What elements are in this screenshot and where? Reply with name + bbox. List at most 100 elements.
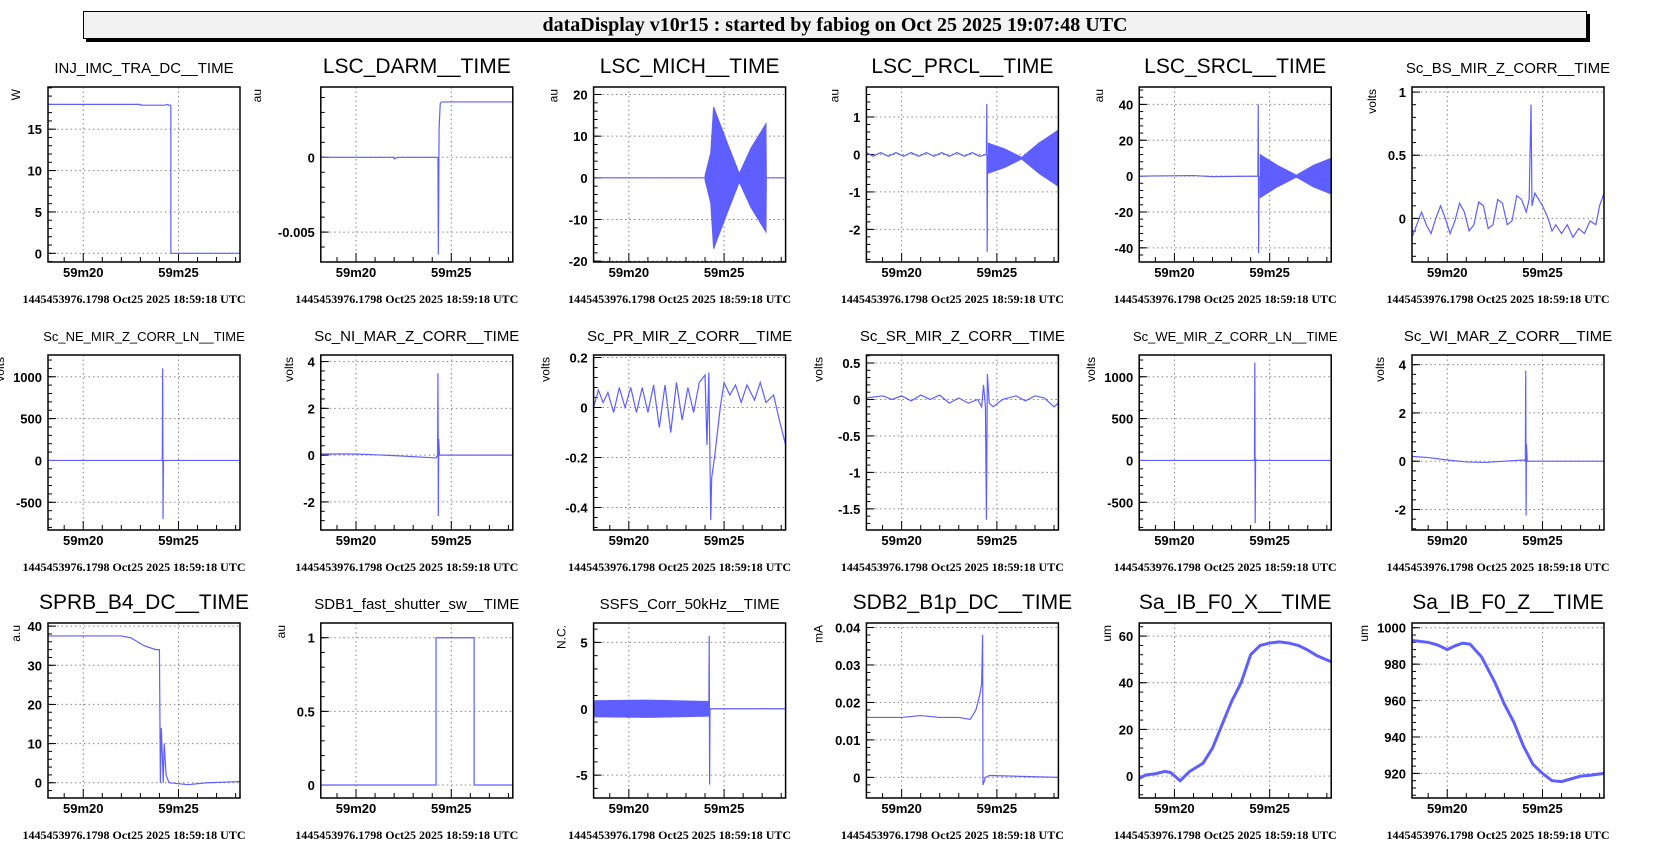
x-tick-label: 59m20 xyxy=(609,533,649,548)
y-axis-label: volts xyxy=(1373,357,1387,382)
x-tick-label: 59m20 xyxy=(881,533,921,548)
panel-sprb_b4_dc__time: SPRB_B4_DC__TIME a.u 59m20 59m25 0 10 20 30 40 14… xyxy=(9,591,249,842)
y-tick-label: -500 xyxy=(1107,495,1133,510)
timestamp-footer: 1445453976.1798 Oct25 2025 18:59:18 UTC xyxy=(1114,560,1337,574)
x-tick-label: 59m25 xyxy=(158,265,198,280)
y-tick-label: 1 xyxy=(308,631,315,646)
panel-title: INJ_IMC_TRA_DC__TIME xyxy=(54,60,233,77)
timestamp-footer: 1445453976.1798 Oct25 2025 18:59:18 UTC xyxy=(841,560,1064,574)
signal-trace xyxy=(320,101,513,255)
plot-frame xyxy=(1411,354,1605,531)
x-tick-label: 59m25 xyxy=(1522,265,1562,280)
y-axis-label: um xyxy=(1357,625,1371,642)
y-tick-label: 4 xyxy=(1399,358,1407,373)
y-tick-label: 0 xyxy=(308,448,315,463)
x-tick-label: 59m20 xyxy=(881,265,921,280)
x-tick-label: 59m25 xyxy=(1522,801,1562,816)
y-axis-label: volts xyxy=(1084,357,1098,382)
panel-title: Sc_BS_MIR_Z_CORR__TIME xyxy=(1406,60,1610,77)
y-tick-label: 20 xyxy=(28,697,42,712)
y-tick-label: -2 xyxy=(303,495,315,510)
x-tick-label: 59m20 xyxy=(1427,265,1467,280)
y-tick-label: -0.4 xyxy=(565,501,588,516)
plot-frame xyxy=(1411,622,1605,799)
panel-title: LSC_DARM__TIME xyxy=(323,55,511,78)
y-axis-label: au xyxy=(1092,89,1106,102)
y-tick-label: 0 xyxy=(853,770,860,785)
x-tick-label: 59m25 xyxy=(1249,533,1289,548)
y-axis-label: a.u xyxy=(9,625,23,642)
y-axis-label: au xyxy=(827,89,841,102)
y-tick-label: 0 xyxy=(1126,769,1133,784)
y-tick-label: 940 xyxy=(1384,730,1406,745)
y-axis-label: au xyxy=(274,625,288,638)
y-axis-label: au xyxy=(547,89,561,102)
y-tick-label: 0 xyxy=(35,776,42,791)
plot-frame xyxy=(1138,354,1332,531)
x-tick-label: 59m20 xyxy=(336,265,376,280)
x-tick-label: 59m25 xyxy=(431,533,471,548)
signal-trace xyxy=(593,372,787,521)
y-tick-label: 1 xyxy=(1399,85,1406,100)
y-tick-label: 0.5 xyxy=(1388,148,1406,163)
signal-envelope xyxy=(1259,153,1332,199)
y-tick-label: 2 xyxy=(308,401,315,416)
y-tick-label: 10 xyxy=(573,129,587,144)
y-tick-label: 500 xyxy=(20,412,42,427)
y-axis-label: volts xyxy=(282,357,296,382)
timestamp-footer: 1445453976.1798 Oct25 2025 18:59:18 UTC xyxy=(1114,828,1337,842)
signal-trace xyxy=(866,634,1059,786)
signal-trace xyxy=(866,103,989,252)
y-tick-label: 0 xyxy=(580,171,587,186)
signal-trace xyxy=(866,373,1059,520)
y-tick-label: 60 xyxy=(1119,629,1133,644)
panel-title: Sa_IB_F0_X__TIME xyxy=(1139,591,1332,614)
signal-trace xyxy=(1411,370,1604,516)
panel-title: Sc_SR_MIR_Z_CORR__TIME xyxy=(860,328,1065,345)
y-axis-label: volts xyxy=(0,357,7,382)
y-axis-label: volts xyxy=(1365,89,1379,114)
y-tick-label: 40 xyxy=(28,619,42,634)
panel-title: Sc_NI_MAR_Z_CORR__TIME xyxy=(314,328,519,345)
plot-frame xyxy=(865,86,1060,263)
plot-frame xyxy=(1138,86,1332,263)
panel-title: Sa_IB_F0_Z__TIME xyxy=(1412,591,1603,614)
y-tick-label: 0 xyxy=(1399,211,1406,226)
panel-title: Sc_PR_MIR_Z_CORR__TIME xyxy=(587,328,792,345)
y-tick-label: 5 xyxy=(580,635,587,650)
y-tick-label: 0.03 xyxy=(835,658,860,673)
y-tick-label: 1000 xyxy=(1377,621,1406,636)
y-tick-label: 0 xyxy=(1126,453,1133,468)
y-tick-label: -500 xyxy=(16,495,42,510)
y-tick-label: 0 xyxy=(308,150,315,165)
y-axis-label: mA xyxy=(811,625,825,643)
panel-title: SDB2_B1p_DC__TIME xyxy=(853,591,1072,614)
timestamp-footer: 1445453976.1798 Oct25 2025 18:59:18 UTC xyxy=(1114,292,1337,306)
x-tick-label: 59m25 xyxy=(158,801,198,816)
y-axis-label: W xyxy=(9,88,23,100)
panel-title: LSC_MICH__TIME xyxy=(600,55,780,78)
y-tick-label: 0 xyxy=(1126,169,1133,184)
y-tick-label: 10 xyxy=(28,164,42,179)
y-tick-label: 0 xyxy=(35,453,42,468)
x-tick-label: 59m20 xyxy=(1427,533,1467,548)
panel-title: SPRB_B4_DC__TIME xyxy=(39,591,249,614)
plot-frame xyxy=(47,86,241,263)
panel-title: Sc_WE_MIR_Z_CORR_LN__TIME xyxy=(1133,329,1338,344)
panel-title: Sc_WI_MAR_Z_CORR__TIME xyxy=(1404,328,1612,345)
y-tick-label: -2 xyxy=(849,222,861,237)
plot-frame xyxy=(320,354,514,531)
x-tick-label: 59m25 xyxy=(431,801,471,816)
y-tick-label: 20 xyxy=(573,88,587,103)
y-axis-label: um xyxy=(1100,625,1114,642)
y-tick-label: -40 xyxy=(1114,241,1133,256)
y-axis-label: volts xyxy=(811,357,825,382)
x-tick-label: 59m20 xyxy=(881,801,921,816)
